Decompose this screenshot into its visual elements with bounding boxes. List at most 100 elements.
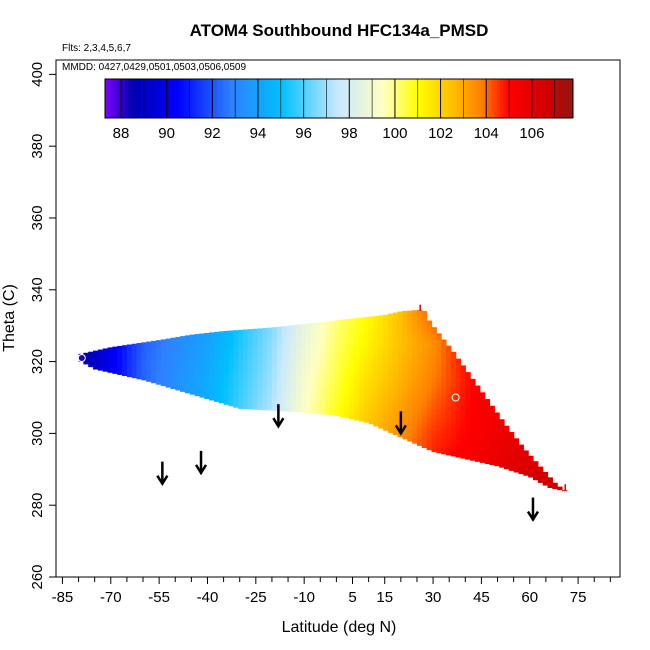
- heatmap-cell: [412, 367, 418, 374]
- heatmap-cell: [271, 377, 278, 384]
- flight-arrow-head: [394, 424, 407, 436]
- heatmap-cell: [242, 387, 249, 394]
- heatmap-cell: [474, 401, 481, 408]
- heatmap-cell: [184, 355, 191, 361]
- heatmap-cell: [354, 393, 360, 399]
- heatmap-cell: [392, 359, 399, 366]
- heatmap-cell: [455, 435, 462, 442]
- heatmap-cell: [426, 444, 433, 451]
- data-markers: [77, 304, 566, 491]
- heatmap-cell: [271, 350, 278, 357]
- heatmap-cell: [460, 447, 466, 454]
- heatmap-cell: [431, 354, 437, 361]
- heatmap-cell: [402, 395, 408, 402]
- heatmap-cell: [378, 422, 384, 429]
- heatmap-cell: [320, 338, 326, 345]
- heatmap-cell: [436, 344, 442, 351]
- heatmap-cell: [238, 338, 244, 345]
- heatmap-cell: [474, 407, 481, 414]
- colorbar-swatch: [163, 79, 167, 118]
- heatmap-cell: [392, 337, 399, 344]
- heatmap-cell: [368, 412, 375, 419]
- heatmap-cell: [305, 363, 312, 370]
- y-tick-label: 320: [29, 349, 46, 374]
- heatmap-cell: [257, 339, 263, 346]
- heatmap-cell: [262, 398, 268, 405]
- heatmap-cell: [373, 323, 379, 330]
- colorbar-swatch: [330, 79, 334, 118]
- heatmap-cell: [383, 403, 389, 410]
- colorbar-swatch: [154, 79, 159, 118]
- heatmap-cell: [281, 346, 288, 353]
- colorbar-swatch: [289, 79, 293, 118]
- heatmap-cell: [296, 389, 302, 396]
- flight-arrow-head: [272, 417, 285, 429]
- heatmap-cell: [489, 426, 495, 433]
- heatmap-cell: [455, 424, 462, 431]
- heatmap-cell: [339, 379, 346, 385]
- heatmap-cell: [218, 386, 225, 393]
- colorbar-tick-label: 102: [428, 125, 453, 142]
- colorbar-swatch: [105, 79, 109, 118]
- heatmap-cell: [489, 410, 495, 417]
- heatmap-cell: [286, 325, 292, 331]
- heatmap-cell: [281, 405, 288, 412]
- heatmap-cell: [373, 355, 379, 362]
- heatmap-cell: [300, 357, 307, 364]
- heatmap-cell: [281, 340, 288, 347]
- heatmap-cell: [209, 351, 215, 358]
- heatmap-cell: [358, 334, 365, 341]
- heatmap-cell: [489, 421, 495, 428]
- heatmap-cell: [291, 378, 297, 385]
- heatmap-cell: [291, 341, 297, 348]
- heatmap-cell: [315, 397, 321, 404]
- heatmap-cell: [247, 387, 254, 394]
- heatmap-cell: [358, 340, 365, 347]
- heatmap-cell: [310, 348, 317, 355]
- heatmap-cell: [78, 353, 84, 357]
- heatmap-cell: [412, 310, 418, 315]
- heatmap-cell: [180, 342, 186, 349]
- heatmap-cell: [436, 425, 442, 432]
- heatmap-cell: [218, 331, 225, 334]
- heatmap-cell: [450, 412, 457, 419]
- heatmap-cell: [407, 365, 413, 372]
- heatmap-cell: [310, 358, 317, 365]
- heatmap-cell: [397, 318, 404, 325]
- heatmap-cell: [455, 429, 462, 436]
- heatmap-cell: [257, 355, 263, 362]
- heatmap-cell: [199, 375, 205, 382]
- heatmap-cell: [499, 423, 505, 430]
- colorbar-swatch: [333, 79, 337, 118]
- heatmap-cell: [209, 356, 215, 363]
- heatmap-cell: [465, 432, 471, 439]
- heatmap-cell: [518, 457, 524, 464]
- heatmap-cell: [252, 339, 259, 346]
- heatmap-cell: [349, 408, 355, 415]
- heatmap-cell: [242, 343, 249, 350]
- heatmap-cell: [204, 333, 210, 340]
- colorbar-swatch: [274, 79, 279, 118]
- heatmap-cell: [325, 333, 331, 340]
- plot-frame: [55, 59, 621, 578]
- heatmap-cell: [421, 415, 428, 422]
- heatmap-cell: [344, 407, 350, 413]
- heatmap-cell: [363, 379, 370, 385]
- heatmap-cell: [160, 358, 167, 365]
- heatmap-cell: [184, 338, 191, 345]
- heatmap-cell: [368, 386, 375, 392]
- heatmap-cell: [271, 399, 278, 406]
- heatmap-cell: [416, 359, 423, 366]
- heatmap-cell: [238, 402, 244, 409]
- heatmap-cell: [358, 367, 365, 374]
- heatmap-cell: [242, 329, 249, 334]
- heatmap-cell: [310, 342, 317, 349]
- heatmap-cell: [320, 408, 326, 415]
- colorbar-swatch: [286, 79, 290, 118]
- heatmap-cell: [325, 403, 331, 410]
- heatmap-cell: [412, 324, 418, 331]
- heatmap-cell: [238, 381, 244, 388]
- heatmap-cell: [373, 377, 379, 384]
- heatmap-cell: [532, 463, 539, 470]
- heatmap-cell: [450, 353, 457, 360]
